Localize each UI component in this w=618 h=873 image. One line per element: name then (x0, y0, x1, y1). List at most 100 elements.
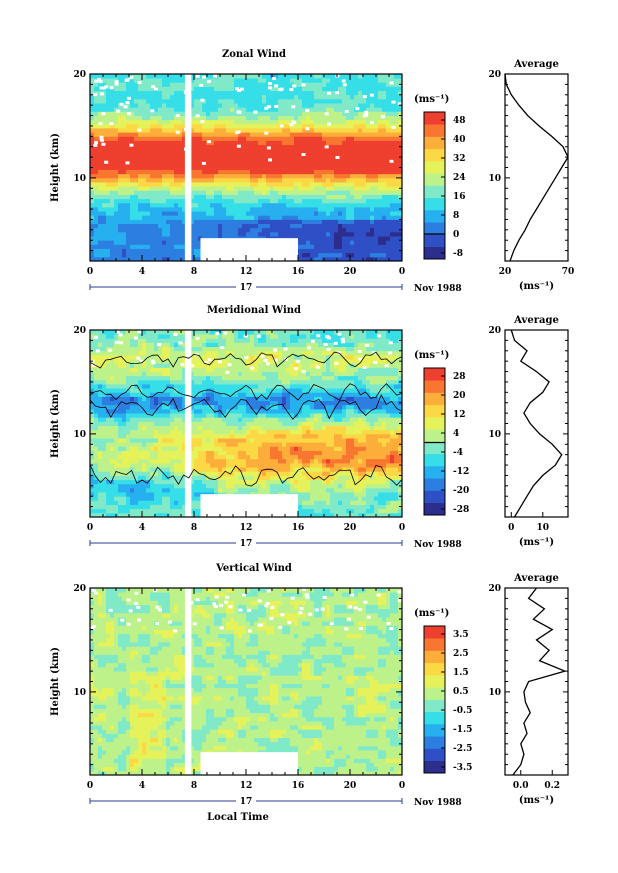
heat-cell (150, 186, 155, 191)
heat-cell (226, 206, 231, 212)
heat-cell (342, 194, 347, 200)
heat-cell (118, 123, 123, 129)
heat-cell (130, 132, 135, 137)
heat-cell (118, 433, 123, 439)
heat-cell (314, 82, 319, 87)
heat-cell (230, 107, 235, 112)
heat-cell (210, 115, 215, 121)
heat-cell (246, 161, 251, 166)
heat-cell (154, 429, 159, 435)
heat-cell (174, 182, 179, 187)
heat-cell (102, 219, 107, 224)
heat-cell (146, 240, 151, 245)
heat-cell (142, 140, 147, 146)
date-month: Nov 1988 (414, 284, 462, 294)
heat-cell (318, 186, 323, 191)
heat-cell (198, 248, 203, 254)
heat-cell (94, 202, 99, 208)
heat-cell (138, 140, 143, 146)
heat-cell (126, 388, 131, 393)
heat-cell (354, 103, 359, 108)
heat-cell (114, 359, 119, 364)
heat-cell (122, 384, 127, 389)
heat-cell (174, 483, 179, 489)
heat-cell (142, 152, 147, 158)
heat-cell (250, 173, 255, 179)
heat-cell (130, 421, 135, 426)
heat-cell (350, 215, 355, 220)
heat-cell (166, 202, 171, 208)
heat-cell (178, 136, 183, 141)
heat-cell (306, 132, 311, 137)
heat-cell (178, 425, 183, 431)
heat-cell (334, 148, 339, 154)
heat-cell (318, 206, 323, 212)
heat-cell (122, 177, 127, 183)
missing-speck (129, 143, 134, 147)
heat-cell (266, 136, 271, 141)
heat-cell (146, 429, 151, 435)
heat-cell (218, 198, 223, 204)
heat-cell (166, 475, 171, 480)
heat-cell (270, 144, 275, 150)
heat-cell (190, 136, 195, 141)
heat-cell (182, 433, 187, 439)
heat-cell (114, 190, 119, 195)
heat-cell (130, 173, 135, 179)
heat-cell (218, 111, 223, 116)
heat-cell (102, 169, 107, 175)
heat-cell (162, 413, 167, 418)
heat-cell (390, 107, 395, 112)
heat-cell (354, 78, 359, 83)
heat-cell (154, 90, 159, 96)
heat-cell (102, 206, 107, 212)
heat-cell (362, 240, 367, 245)
heat-cell (142, 334, 147, 339)
heat-cell (110, 248, 115, 254)
heat-cell (146, 442, 151, 447)
heat-cell (302, 157, 307, 162)
heat-cell (378, 132, 383, 137)
heat-cell (190, 413, 195, 418)
heat-cell (298, 144, 303, 150)
heat-cell (154, 252, 159, 258)
heat-cell (366, 157, 371, 162)
heat-cell (106, 384, 111, 389)
heat-cell (98, 223, 103, 229)
heat-cell (138, 194, 143, 200)
heat-cell (338, 98, 343, 104)
missing-speck (355, 107, 360, 111)
heat-cell (150, 202, 155, 208)
heat-cell (182, 483, 187, 489)
heat-cell (262, 227, 267, 233)
heat-cell (246, 227, 251, 233)
heat-cell (202, 90, 207, 96)
heat-cell (194, 152, 199, 158)
heat-cell (366, 215, 371, 220)
heat-cell (390, 140, 395, 146)
heat-cell (226, 98, 231, 104)
heat-cell (174, 94, 179, 100)
heat-cell (158, 425, 163, 431)
heat-cell (298, 173, 303, 179)
heat-cell (290, 223, 295, 229)
heat-cell (90, 140, 95, 146)
missing-speck (154, 87, 159, 91)
heat-cell (274, 161, 279, 166)
heat-cell (202, 132, 207, 137)
heat-cell (138, 227, 143, 233)
heat-cell (154, 244, 159, 249)
heat-cell (110, 479, 115, 485)
heat-cell (194, 252, 199, 258)
heat-cell (386, 152, 391, 158)
heat-cell (238, 98, 243, 104)
heat-cell (374, 157, 379, 162)
heat-cell (170, 198, 175, 204)
heat-cell (170, 330, 175, 335)
heat-cell (346, 206, 351, 212)
heat-cell (134, 350, 139, 356)
heat-cell (262, 215, 267, 220)
heat-cell (106, 223, 111, 229)
heat-cell (202, 140, 207, 146)
heat-cell (166, 132, 171, 137)
